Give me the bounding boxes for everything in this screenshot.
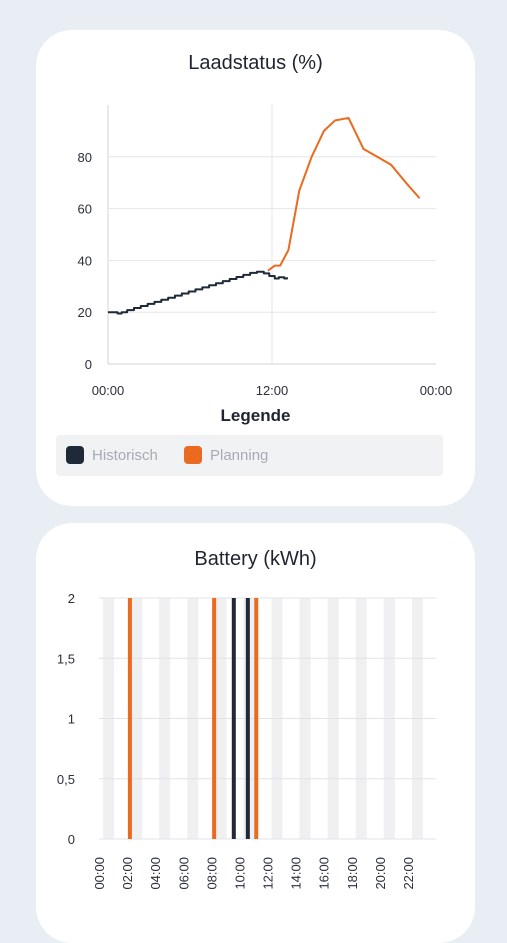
- x-tick-label: 22:00: [401, 857, 416, 890]
- y-tick-label: 60: [78, 202, 92, 217]
- y-tick-label: 2: [68, 591, 75, 606]
- battery-bar: [254, 598, 259, 839]
- x-tick-label: 12:00: [256, 383, 289, 398]
- series-line-planning: [267, 116, 421, 272]
- laadstatus-chart: 0 20 40 60 80 00:00 12:00 00:00: [78, 105, 453, 398]
- x-tick-label: 10:00: [232, 857, 247, 890]
- x-tick-label: 00:00: [92, 383, 125, 398]
- battery-title: Battery (kWh): [194, 548, 317, 570]
- legend: Historisch Planning: [56, 435, 443, 476]
- battery-bar: [231, 598, 236, 839]
- y-tick-label: 0: [68, 832, 75, 847]
- battery-chart: 0 0,5 1 1,5 2 00:00 02:00 04:00 06:00 08:00 10:00 1…: [57, 591, 436, 890]
- x-tick-label: 16:00: [317, 857, 332, 890]
- legend-label-planning: Planning: [210, 446, 269, 464]
- x-tick-label: 06:00: [176, 857, 191, 890]
- legend-label-historisch: Historisch: [92, 446, 158, 464]
- x-tick-label: 20:00: [373, 857, 388, 890]
- x-tick-label: 02:00: [120, 857, 135, 890]
- y-tick-label: 0: [85, 357, 92, 372]
- y-tick-label: 0,5: [57, 772, 75, 787]
- legend-item-planning[interactable]: Planning: [184, 446, 268, 464]
- y-tick-label: 80: [78, 150, 92, 165]
- y-tick-label: 40: [78, 253, 92, 268]
- legend-item-historisch[interactable]: Historisch: [66, 446, 158, 464]
- legend-swatch-planning: [184, 446, 202, 464]
- x-tick-label: 14:00: [289, 857, 304, 890]
- x-tick-label: 18:00: [345, 857, 360, 890]
- laadstatus-title: Laadstatus (%): [188, 52, 323, 74]
- legend-title: Legende: [220, 406, 291, 425]
- y-tick-label: 1: [68, 712, 75, 727]
- series-line-historisch: [108, 270, 289, 315]
- laadstatus-card: Laadstatus (%) 0 20 40 60 80 00:00 12:00 00:00 …: [36, 30, 475, 506]
- x-tick-label: 12:00: [261, 857, 276, 890]
- x-tick-label: 08:00: [204, 857, 219, 890]
- battery-bar: [245, 598, 250, 839]
- battery-card: Battery (kWh) 0 0,5 1 1,5 2 00:00 02:00 04:00 06…: [36, 523, 475, 943]
- battery-bar: [212, 598, 217, 839]
- legend-swatch-historisch: [66, 446, 84, 464]
- y-tick-label: 20: [78, 305, 92, 320]
- battery-bar: [127, 598, 132, 839]
- y-tick-label: 1,5: [57, 651, 75, 666]
- x-tick-label: 00:00: [92, 857, 107, 890]
- x-tick-label: 04:00: [148, 857, 163, 890]
- x-tick-label: 00:00: [420, 383, 453, 398]
